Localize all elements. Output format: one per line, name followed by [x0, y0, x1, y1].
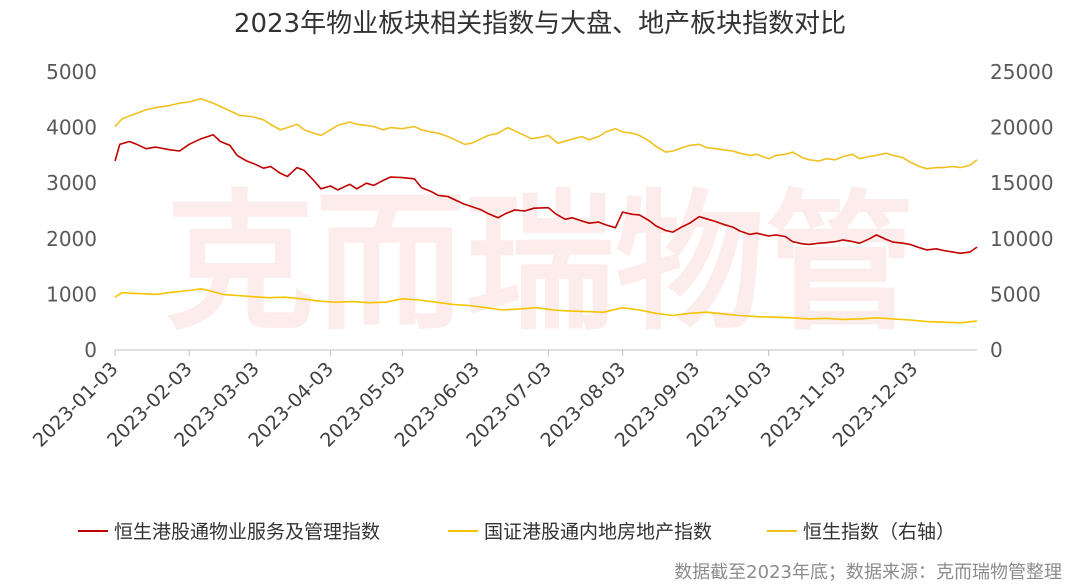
y-left-tick-label: 3000: [46, 171, 97, 195]
y-right-tick-label: 0: [990, 338, 1003, 362]
legend-label-0: 恒生港股通物业服务及管理指数: [114, 521, 380, 543]
y-right-tick-label: 10000: [990, 227, 1054, 251]
series-layer: [114, 97, 978, 324]
series-line-2: [114, 97, 978, 170]
y-right-tick-label: 25000: [990, 60, 1054, 84]
watermark: 克而瑞物管: [165, 177, 915, 351]
legend: 恒生港股通物业服务及管理指数 国证港股通内地房地产指数 恒生指数（右轴）: [78, 521, 955, 543]
source-note: 数据截至2023年底；数据来源：克而瑞物管整理: [674, 562, 1062, 583]
series-line-1: [114, 287, 978, 324]
y-left-tick-label: 2000: [46, 227, 97, 251]
y-left-tick-label: 1000: [46, 282, 97, 306]
y-right-tick-label: 20000: [990, 116, 1054, 140]
chart-title: 2023年物业板块相关指数与大盘、地产板块指数对比: [234, 9, 846, 39]
y-left-tick-label: 0: [84, 338, 97, 362]
series-line-0: [114, 134, 978, 255]
y-right-tick-label: 15000: [990, 171, 1054, 195]
y-left-tick-label: 5000: [46, 60, 97, 84]
y-right-tick-label: 5000: [990, 282, 1041, 306]
legend-label-2: 恒生指数（右轴）: [803, 521, 955, 543]
legend-label-1: 国证港股通内地房地产指数: [484, 521, 712, 543]
y-left-tick-label: 4000: [46, 116, 97, 140]
